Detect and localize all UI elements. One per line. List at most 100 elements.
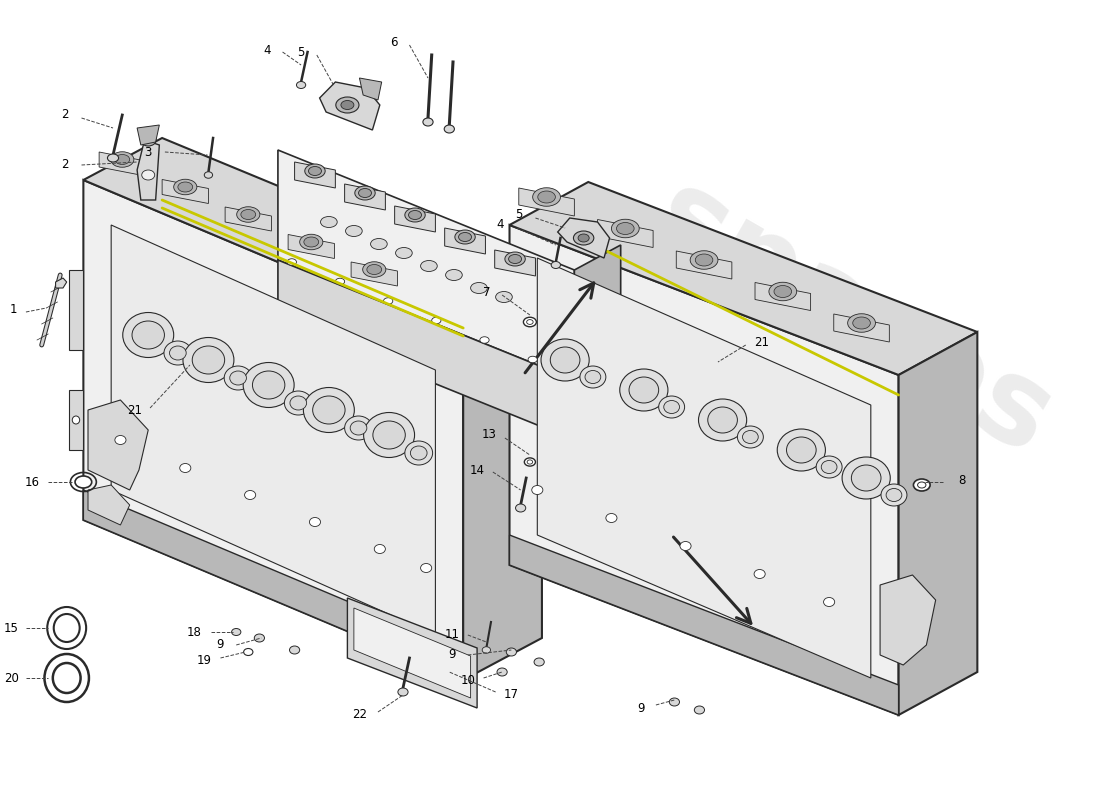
Text: 7: 7 <box>483 286 491 298</box>
Ellipse shape <box>111 152 134 167</box>
Ellipse shape <box>524 318 537 326</box>
Text: 18: 18 <box>187 626 202 638</box>
Ellipse shape <box>420 563 431 573</box>
Polygon shape <box>360 78 382 100</box>
Ellipse shape <box>698 399 747 441</box>
Ellipse shape <box>114 435 126 445</box>
Ellipse shape <box>54 614 79 642</box>
Text: 11: 11 <box>444 629 460 642</box>
Ellipse shape <box>408 210 421 219</box>
Text: 10: 10 <box>461 674 475 686</box>
Ellipse shape <box>244 490 255 499</box>
Ellipse shape <box>680 542 691 550</box>
Ellipse shape <box>236 206 260 222</box>
Ellipse shape <box>384 298 393 304</box>
Polygon shape <box>288 234 334 258</box>
Polygon shape <box>558 218 609 258</box>
Ellipse shape <box>444 125 454 133</box>
Ellipse shape <box>496 291 513 302</box>
Polygon shape <box>509 182 977 375</box>
Ellipse shape <box>53 663 80 693</box>
Polygon shape <box>162 179 208 203</box>
Ellipse shape <box>629 377 659 403</box>
Ellipse shape <box>364 413 415 458</box>
Ellipse shape <box>508 254 521 263</box>
Ellipse shape <box>737 426 763 448</box>
Ellipse shape <box>535 658 544 666</box>
Text: 1: 1 <box>10 303 18 317</box>
Polygon shape <box>278 150 574 380</box>
Polygon shape <box>537 258 871 678</box>
Ellipse shape <box>114 154 130 165</box>
Text: 2: 2 <box>62 158 68 171</box>
Ellipse shape <box>320 217 338 227</box>
Ellipse shape <box>480 337 490 343</box>
Ellipse shape <box>396 247 412 258</box>
Text: 19: 19 <box>196 654 211 666</box>
Ellipse shape <box>230 371 246 385</box>
Ellipse shape <box>459 233 472 242</box>
Text: 14: 14 <box>470 463 485 477</box>
Polygon shape <box>99 152 145 176</box>
Text: 9: 9 <box>217 638 224 651</box>
Ellipse shape <box>585 370 601 383</box>
Ellipse shape <box>73 416 79 424</box>
Ellipse shape <box>455 230 475 244</box>
Ellipse shape <box>312 396 345 424</box>
Ellipse shape <box>663 401 680 414</box>
Ellipse shape <box>336 278 344 285</box>
Polygon shape <box>899 332 977 715</box>
Polygon shape <box>574 245 620 380</box>
Ellipse shape <box>742 430 758 443</box>
Ellipse shape <box>695 254 713 266</box>
Ellipse shape <box>786 437 816 463</box>
Ellipse shape <box>243 649 253 655</box>
Ellipse shape <box>108 154 119 162</box>
Polygon shape <box>880 575 936 665</box>
Polygon shape <box>278 260 574 440</box>
Polygon shape <box>295 162 336 188</box>
Polygon shape <box>88 485 130 525</box>
Ellipse shape <box>205 172 212 178</box>
Ellipse shape <box>309 518 320 526</box>
Ellipse shape <box>573 231 594 245</box>
Polygon shape <box>395 206 436 232</box>
Ellipse shape <box>422 118 433 126</box>
Polygon shape <box>138 125 160 145</box>
Ellipse shape <box>75 476 91 488</box>
Ellipse shape <box>497 668 507 676</box>
Ellipse shape <box>541 339 590 381</box>
Text: 21: 21 <box>754 335 769 349</box>
Text: 5: 5 <box>297 46 305 58</box>
Ellipse shape <box>843 457 890 499</box>
Polygon shape <box>351 262 397 286</box>
Ellipse shape <box>183 338 234 382</box>
Polygon shape <box>676 251 732 279</box>
Polygon shape <box>88 400 148 490</box>
Ellipse shape <box>299 234 322 250</box>
Text: 6: 6 <box>390 35 397 49</box>
Ellipse shape <box>224 366 252 390</box>
Text: 2: 2 <box>62 109 68 122</box>
Ellipse shape <box>538 191 556 203</box>
Ellipse shape <box>243 362 294 407</box>
Polygon shape <box>320 82 379 130</box>
Ellipse shape <box>482 646 491 654</box>
Ellipse shape <box>192 346 224 374</box>
Text: 9: 9 <box>637 702 645 714</box>
Ellipse shape <box>516 504 526 512</box>
Ellipse shape <box>305 164 326 178</box>
Ellipse shape <box>241 210 255 219</box>
Polygon shape <box>84 180 463 680</box>
Ellipse shape <box>232 629 241 635</box>
Ellipse shape <box>304 237 319 247</box>
Ellipse shape <box>174 179 197 194</box>
Text: 4: 4 <box>496 218 504 231</box>
Ellipse shape <box>410 446 427 460</box>
Ellipse shape <box>431 318 441 324</box>
Ellipse shape <box>525 458 536 466</box>
Text: 16: 16 <box>25 475 40 489</box>
Polygon shape <box>348 598 477 708</box>
Text: 15: 15 <box>3 622 19 634</box>
Ellipse shape <box>816 456 843 478</box>
